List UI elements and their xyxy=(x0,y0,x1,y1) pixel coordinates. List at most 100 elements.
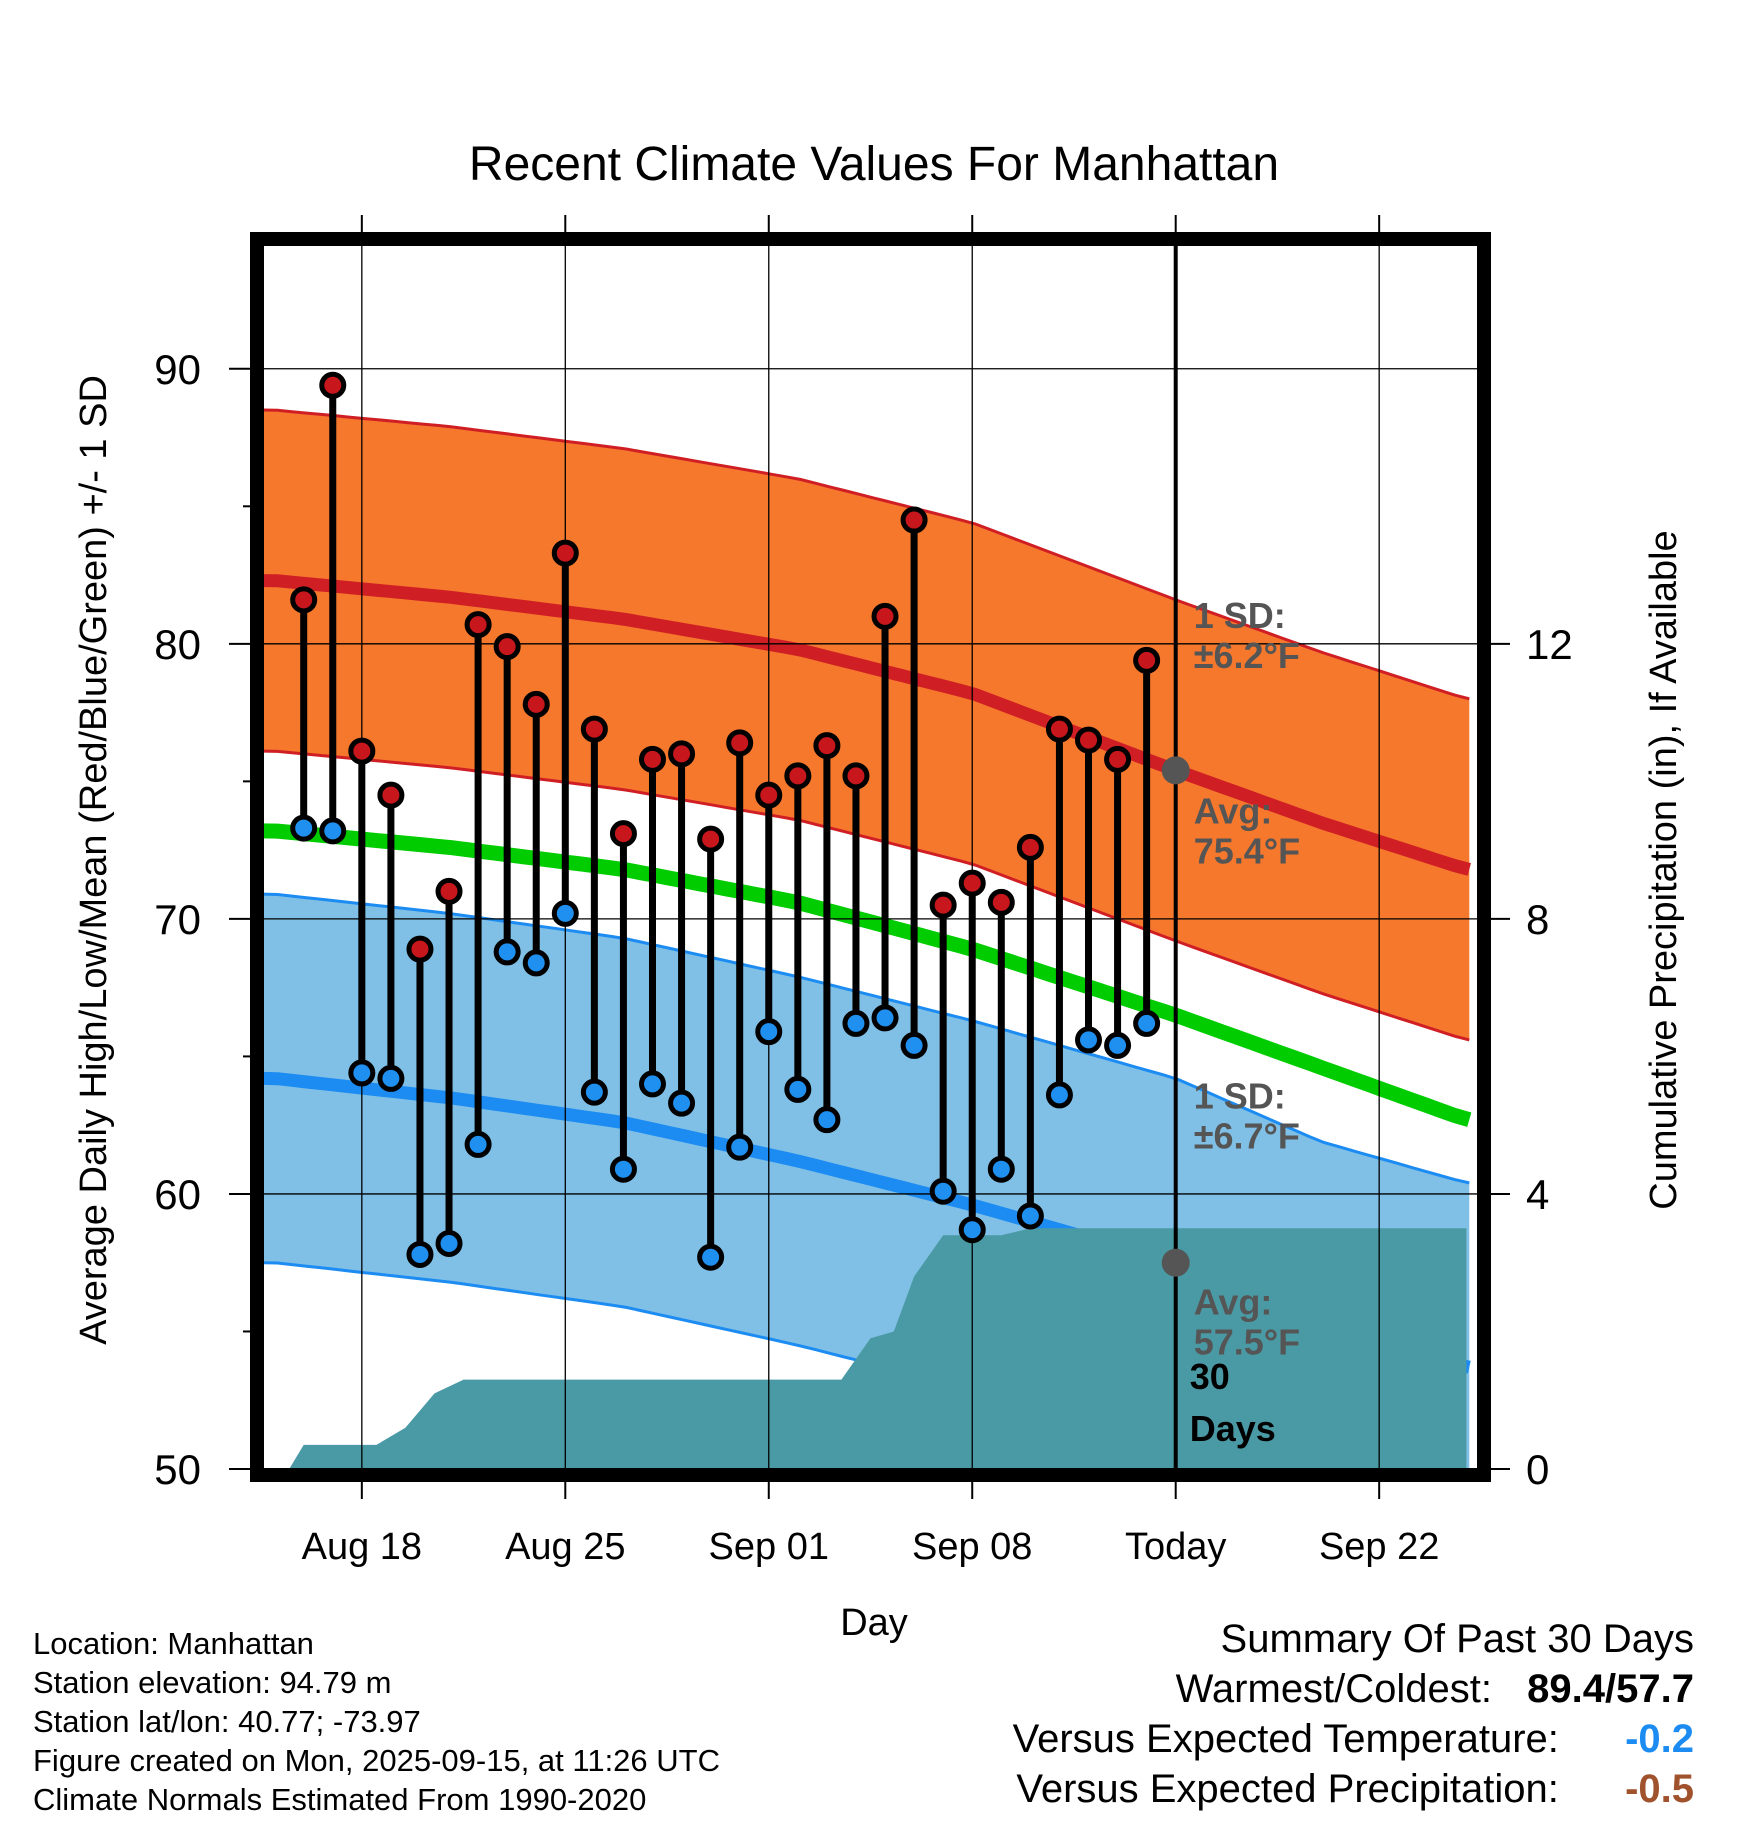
y2-tick-label: 4 xyxy=(1526,1171,1549,1218)
observed-high-marker xyxy=(1133,646,1161,674)
observed-high-marker xyxy=(900,506,928,534)
observed-high-marker xyxy=(551,539,579,567)
low-avg-annotation-line1: Avg: xyxy=(1194,1282,1273,1323)
observed-high-marker xyxy=(1016,833,1044,861)
summary-warmest-coldest-row: Warmest/Coldest: 89.4/57.7 xyxy=(1013,1664,1694,1714)
warmest-coldest-label: Warmest/Coldest: xyxy=(1175,1667,1493,1711)
observed-high-marker xyxy=(435,877,463,905)
observed-low-marker xyxy=(406,1240,434,1268)
y-tick-label: 70 xyxy=(154,896,201,943)
observed-high-marker xyxy=(813,732,841,760)
observed-high-marker xyxy=(668,740,696,768)
coldest-value: 57.7 xyxy=(1616,1667,1694,1711)
observed-low-marker xyxy=(290,814,318,842)
observed-low-marker xyxy=(871,1004,899,1032)
observed-high-marker xyxy=(609,820,637,848)
observed-high-marker xyxy=(726,729,754,757)
observed-high-marker xyxy=(580,715,608,743)
x-tick-label: Sep 08 xyxy=(912,1526,1032,1568)
observed-low-marker xyxy=(435,1229,463,1257)
x-tick-label: Aug 18 xyxy=(302,1526,422,1568)
y-tick-label: 80 xyxy=(154,621,201,668)
warmest-coldest-value: 89.4/57.7 xyxy=(1527,1664,1694,1714)
observed-low-marker xyxy=(319,817,347,845)
x-tick-label: Sep 22 xyxy=(1319,1526,1439,1568)
observed-high-marker xyxy=(406,935,434,963)
observed-high-marker xyxy=(464,611,492,639)
avg-mean-line xyxy=(263,823,1472,1127)
precip-label: Versus Expected Precipitation: xyxy=(1016,1767,1559,1811)
observed-high-marker xyxy=(987,888,1015,916)
observed-low-marker xyxy=(464,1130,492,1158)
cumulative-precip-area xyxy=(289,1228,1467,1469)
today-high-dot xyxy=(1161,756,1190,785)
observed-low-marker xyxy=(958,1216,986,1244)
plot-area xyxy=(263,245,1478,1469)
observed-high-marker xyxy=(377,781,405,809)
observed-low-marker xyxy=(697,1243,725,1271)
temp-label: Versus Expected Temperature: xyxy=(1012,1717,1559,1761)
observed-high-marker xyxy=(1104,745,1132,773)
observed-high-marker xyxy=(755,781,783,809)
observed-low-marker xyxy=(726,1133,754,1161)
summary-heading: Summary Of Past 30 Days xyxy=(1220,1617,1694,1661)
observed-low-marker xyxy=(1104,1031,1132,1059)
observed-low-marker xyxy=(987,1155,1015,1183)
x-tick-label: Today xyxy=(1125,1526,1226,1568)
y-tick-label: 90 xyxy=(154,346,201,393)
period-label-number: 30 xyxy=(1190,1356,1230,1397)
observed-low-marker xyxy=(1075,1026,1103,1054)
observed-low-marker xyxy=(551,899,579,927)
observed-low-marker xyxy=(842,1009,870,1037)
low-sd-annotation-line1: 1 SD: xyxy=(1194,1075,1286,1116)
observed-low-marker xyxy=(522,949,550,977)
plot-frame xyxy=(250,232,1491,1482)
value-separator: / xyxy=(1605,1667,1617,1711)
high-avg-annotation-line1: Avg: xyxy=(1194,790,1273,831)
observed-high-marker xyxy=(638,745,666,773)
observed-low-marker xyxy=(1133,1009,1161,1037)
info-created: Figure created on Mon, 2025-09-15, at 11… xyxy=(33,1743,720,1778)
observed-high-marker xyxy=(842,762,870,790)
observed-low-marker xyxy=(668,1089,696,1117)
observed-high-marker xyxy=(784,762,812,790)
y-tick-label: 50 xyxy=(154,1446,201,1493)
info-normals: Climate Normals Estimated From 1990-2020 xyxy=(33,1782,647,1817)
x-tick-label: Sep 01 xyxy=(709,1526,829,1568)
observed-low-marker xyxy=(1045,1081,1073,1109)
observed-high-marker xyxy=(697,825,725,853)
temp-deviation-value: -0.2 xyxy=(1625,1717,1694,1761)
low-sd-upper-line xyxy=(263,892,1470,1185)
observed-high-marker xyxy=(929,891,957,919)
x-tick-label: Aug 25 xyxy=(505,1526,625,1568)
precip-deviation-value: -0.5 xyxy=(1625,1767,1694,1811)
y-axis-label: Average Daily High/Low/Mean (Red/Blue/Gr… xyxy=(73,375,115,1345)
y2-tick-label: 0 xyxy=(1526,1446,1549,1493)
observed-low-marker xyxy=(377,1064,405,1092)
y-tick-label: 60 xyxy=(154,1171,201,1218)
y2-axis-label: Cumulative Precipitation (in), If Availa… xyxy=(1643,530,1685,1209)
observed-high-marker xyxy=(522,690,550,718)
warmest-value: 89.4 xyxy=(1527,1667,1606,1711)
summary-panel: Summary Of Past 30 Days Warmest/Coldest:… xyxy=(1013,1614,1694,1814)
observed-high-marker xyxy=(1075,726,1103,754)
info-location: Location: Manhattan xyxy=(33,1626,314,1661)
observed-low-marker xyxy=(1016,1202,1044,1230)
info-elevation: Station elevation: 94.79 m xyxy=(33,1665,392,1700)
y2-tick-label: 8 xyxy=(1526,896,1549,943)
observed-low-marker xyxy=(580,1078,608,1106)
observed-low-marker xyxy=(784,1075,812,1103)
low-avg-annotation-line2: 57.5°F xyxy=(1194,1322,1300,1363)
x-axis-label: Day xyxy=(840,1602,908,1644)
observed-high-marker xyxy=(290,586,318,614)
station-info: Location: Manhattan Station elevation: 9… xyxy=(33,1624,720,1819)
observed-high-marker xyxy=(871,602,899,630)
observed-low-marker xyxy=(813,1106,841,1134)
info-latlon: Station lat/lon: 40.77; -73.97 xyxy=(33,1704,421,1739)
observed-low-marker xyxy=(900,1031,928,1059)
high-avg-annotation-line2: 75.4°F xyxy=(1194,830,1300,871)
observed-low-marker xyxy=(929,1177,957,1205)
chart-title: Recent Climate Values For Manhattan xyxy=(469,138,1279,191)
observed-low-marker xyxy=(609,1155,637,1183)
